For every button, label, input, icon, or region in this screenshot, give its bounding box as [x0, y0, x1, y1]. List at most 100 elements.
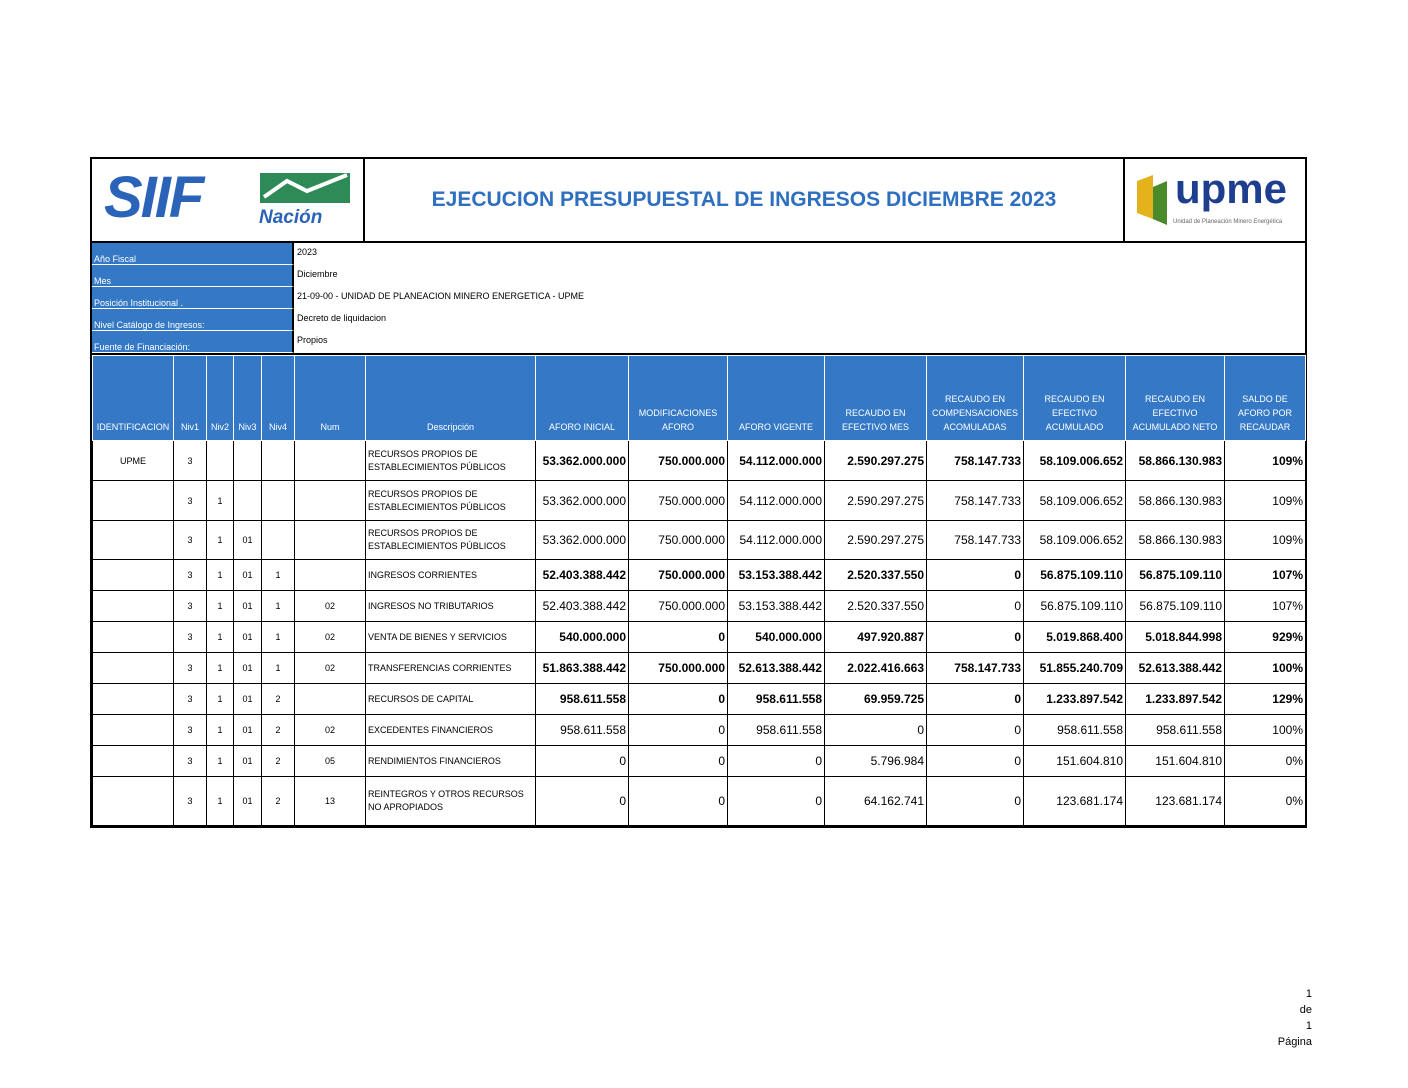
table-cell: 1.233.897.542	[1023, 683, 1126, 715]
info-label: Nivel Catálogo de Ingresos:	[92, 309, 294, 331]
empty-cell	[206, 440, 234, 481]
table-cell: 53.362.000.000	[535, 480, 629, 521]
table-cell: 01	[233, 520, 262, 560]
upme-logo: upme Unidad de Planeación Minero Energét…	[1125, 159, 1305, 241]
table-cell: 0	[628, 776, 728, 826]
table-cell: RECURSOS PROPIOS DE ESTABLECIMIENTOS PÚB…	[365, 480, 536, 521]
empty-cell	[92, 480, 174, 521]
info-value: 2023	[297, 247, 318, 257]
table-cell: 129%	[1224, 683, 1306, 715]
table-cell: 64.162.741	[824, 776, 927, 826]
report: SIIF Nación EJECUCION PRESUPUESTAL DE IN…	[90, 157, 1307, 828]
table-row: 3 1 01 2 RECURSOS DE CAPITAL 958.611.558 0 958.…	[92, 683, 1306, 715]
table-cell: 0%	[1224, 745, 1306, 777]
table-cell: 53.362.000.000	[535, 440, 629, 481]
table-cell: 53.362.000.000	[535, 520, 629, 560]
empty-cell	[92, 714, 174, 746]
empty-cell	[261, 480, 295, 521]
table-cell: 1	[206, 480, 234, 521]
table-cell: 58.109.006.652	[1023, 480, 1126, 521]
info-value: 21-09-00 - UNIDAD DE PLANEACION MINERO E…	[297, 291, 585, 301]
table-row: 3 1 01 RECURSOS PROPIOS DE ESTABLECIMIENTOS…	[92, 520, 1306, 560]
table-cell: RECURSOS PROPIOS DE ESTABLECIMIENTOS PÚB…	[365, 440, 536, 481]
table-cell: 1	[206, 714, 234, 746]
empty-cell	[92, 621, 174, 653]
logo-subtext: Nación	[259, 207, 323, 228]
table-cell: 0	[926, 776, 1024, 826]
table-cell: VENTA DE BIENES Y SERVICIOS	[365, 621, 536, 653]
table-cell: 13	[294, 776, 366, 826]
column-header: Niv1	[173, 355, 207, 441]
table-cell: 56.875.109.110	[1023, 590, 1126, 622]
table-cell: 2.022.416.663	[824, 652, 927, 684]
table-cell: 1.233.897.542	[1125, 683, 1225, 715]
table-cell: 0	[926, 590, 1024, 622]
table-cell: 0	[628, 714, 728, 746]
table-cell: 109%	[1224, 480, 1306, 521]
table-cell: 123.681.174	[1125, 776, 1225, 826]
table-cell: 750.000.000	[628, 480, 728, 521]
column-header: RECAUDO EN COMPENSACIONES ACOMULADAS	[926, 355, 1024, 441]
empty-cell	[233, 440, 262, 481]
table-cell: RECURSOS DE CAPITAL	[365, 683, 536, 715]
table-cell: 5.018.844.998	[1125, 621, 1225, 653]
table-cell: 1	[206, 652, 234, 684]
table-cell: 58.866.130.983	[1125, 520, 1225, 560]
column-header: RECAUDO EN EFECTIVO MES	[824, 355, 927, 441]
table-cell: 58.866.130.983	[1125, 480, 1225, 521]
footer-text: de	[1299, 1004, 1312, 1016]
table-cell: 01	[233, 683, 262, 715]
table-row: 3 1 01 1 02 VENTA DE BIENES Y SERVICIOS 540.00…	[92, 621, 1306, 653]
table-cell: 01	[233, 776, 262, 826]
siif-logo: SIIF Nación	[92, 159, 365, 241]
table-row: 3 1 01 2 13 REINTEGROS Y OTROS RECURSOS NO AP…	[92, 776, 1306, 826]
table-cell: 540.000.000	[535, 621, 629, 653]
empty-cell	[294, 520, 366, 560]
table-cell: 52.403.388.442	[535, 559, 629, 591]
table-cell: 750.000.000	[628, 440, 728, 481]
empty-cell	[92, 776, 174, 826]
table-row: 3 1 RECURSOS PROPIOS DE ESTABLECIMIENTOS P…	[92, 480, 1306, 521]
table-cell: 958.611.558	[1023, 714, 1126, 746]
table-cell: 1	[261, 559, 295, 591]
empty-cell	[92, 590, 174, 622]
empty-cell	[294, 683, 366, 715]
table-cell: 107%	[1224, 590, 1306, 622]
table-cell: 107%	[1224, 559, 1306, 591]
table-cell: 540.000.000	[727, 621, 825, 653]
info-row: Año Fiscal 2023	[92, 243, 1305, 265]
table-cell: 151.604.810	[1125, 745, 1225, 777]
table-cell: 1	[261, 652, 295, 684]
column-header: Niv2	[206, 355, 234, 441]
column-header: Num	[294, 355, 366, 441]
table-cell: 58.109.006.652	[1023, 440, 1126, 481]
table-cell: 2.520.337.550	[824, 590, 927, 622]
table-cell: 0	[926, 683, 1024, 715]
table-cell: INGRESOS NO TRIBUTARIOS	[365, 590, 536, 622]
table-cell: 3	[173, 714, 207, 746]
column-header: MODIFICACIONES AFORO	[628, 355, 728, 441]
table-cell: 1	[206, 683, 234, 715]
table-cell: 58.866.130.983	[1125, 440, 1225, 481]
table-cell: 58.109.006.652	[1023, 520, 1126, 560]
table-cell: 01	[233, 621, 262, 653]
table-cell: 1	[206, 559, 234, 591]
table-cell: 750.000.000	[628, 652, 728, 684]
table-cell: 0	[628, 683, 728, 715]
table-cell: 3	[173, 480, 207, 521]
empty-cell	[294, 480, 366, 521]
table-cell: 151.604.810	[1023, 745, 1126, 777]
table-cell: 2	[261, 745, 295, 777]
table-cell: 0	[824, 714, 927, 746]
table-row: UPME 3 RECURSOS PROPIOS DE ESTABLECIMIENTO…	[92, 440, 1306, 481]
table-cell: 2.520.337.550	[824, 559, 927, 591]
table-cell: 497.920.887	[824, 621, 927, 653]
info-value: Propios	[297, 335, 328, 345]
table-cell: 758.147.733	[926, 480, 1024, 521]
info-label: Año Fiscal	[92, 243, 294, 265]
column-header: Descripción	[365, 355, 536, 441]
table-cell: 0	[727, 745, 825, 777]
empty-cell	[233, 480, 262, 521]
logo-text: SIIF	[104, 165, 204, 230]
